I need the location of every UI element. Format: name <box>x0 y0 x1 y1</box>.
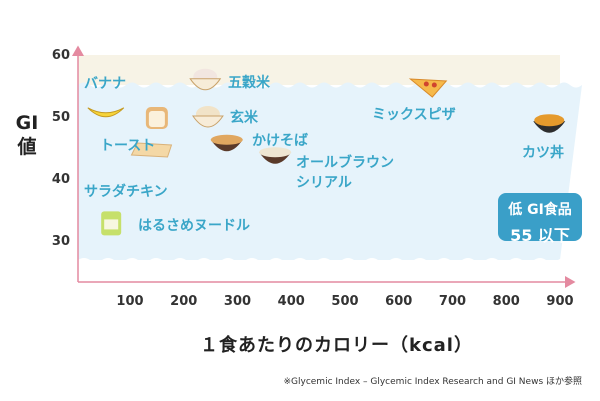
grain-rice-icon <box>189 68 222 91</box>
y-axis-label: GI値 <box>15 112 39 158</box>
x-tick-300: 300 <box>223 294 252 309</box>
x-tick-600: 600 <box>385 294 413 309</box>
x-tick-400: 400 <box>277 294 305 309</box>
food-label-0: バナナ <box>84 76 126 92</box>
katsudon-icon <box>533 114 566 133</box>
y-tick-50: 50 <box>51 110 70 125</box>
x-axis-label: １食あたりのカロリー（kcal） <box>200 335 473 356</box>
top-band <box>78 55 560 85</box>
axes <box>72 45 576 288</box>
food-label-3: はるさめヌードル <box>138 218 250 234</box>
low-gi-badge-title: 低 GI食品 <box>508 202 572 218</box>
food-label-5: 玄米 <box>230 110 258 126</box>
low-gi-badge-threshold: 55 以下 <box>510 226 570 245</box>
low-gi-badge: 低 GI食品 55 以下 <box>498 193 582 245</box>
food-label-6: かけそば <box>252 133 308 149</box>
x-tick-500: 500 <box>331 294 359 309</box>
food-label-8: ミックスピザ <box>372 107 456 123</box>
low-gi-area <box>78 82 582 260</box>
y-tick-40: 40 <box>51 172 70 187</box>
food-label-2: サラダチキン <box>84 184 168 200</box>
noodle-cup-icon <box>101 211 122 236</box>
y-tick-60: 60 <box>51 48 70 63</box>
food-icons <box>87 68 566 236</box>
pizza-icon <box>408 78 448 98</box>
food-label-7: オールブラウン シリアル <box>296 155 394 191</box>
bottom-band <box>78 258 582 282</box>
x-tick-800: 800 <box>492 294 520 309</box>
x-tick-100: 100 <box>116 294 144 309</box>
food-label-4: 五穀米 <box>228 75 270 91</box>
banana-icon <box>87 107 125 118</box>
x-tick-900: 900 <box>546 294 574 309</box>
toast-icon <box>145 107 168 129</box>
plot-background <box>78 55 582 282</box>
soba-icon <box>210 134 243 152</box>
y-tick-30: 30 <box>51 234 70 249</box>
salad-chicken-icon <box>130 142 173 158</box>
food-label-1: トースト <box>100 138 156 154</box>
x-tick-200: 200 <box>170 294 198 309</box>
brown-rice-icon <box>191 106 224 128</box>
source-note: ※Glycemic Index – Glycemic Index Researc… <box>283 377 582 387</box>
x-tick-700: 700 <box>438 294 467 309</box>
cereal-icon <box>259 147 292 164</box>
food-label-9: カツ丼 <box>522 145 564 161</box>
